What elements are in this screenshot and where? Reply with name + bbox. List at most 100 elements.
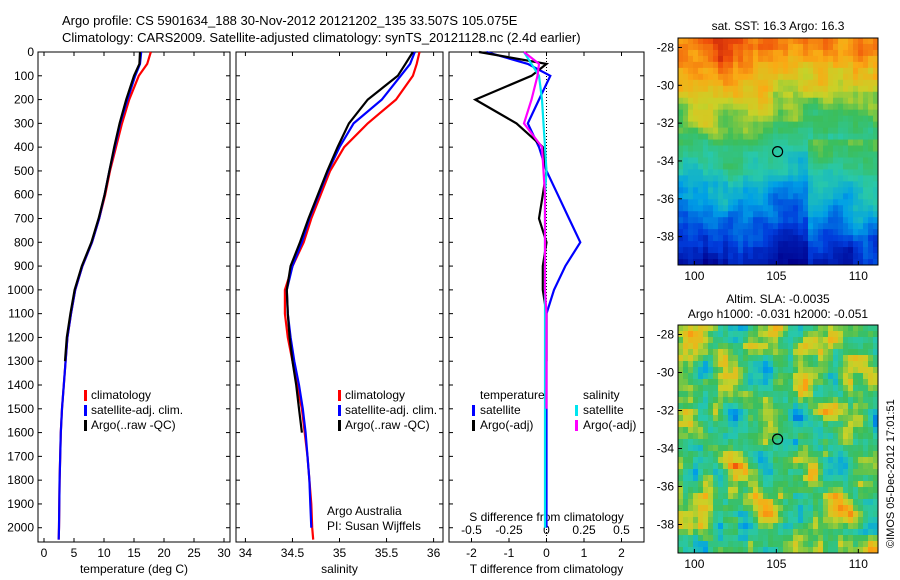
map-cell: [678, 109, 684, 117]
map-cell: [733, 157, 739, 164]
map-cell: [783, 145, 789, 152]
map-cell: [793, 139, 799, 146]
map-cell: [798, 163, 804, 170]
map-cell: [713, 211, 719, 218]
map-cell: [748, 379, 754, 386]
map-cell: [798, 457, 804, 464]
map-cell: [868, 157, 874, 164]
map-cell: [713, 469, 719, 476]
map-cell: [763, 499, 769, 506]
map-cell: [828, 529, 834, 536]
map-cell: [838, 493, 844, 500]
map-cell: [848, 529, 854, 536]
map-cell: [728, 163, 734, 170]
x-tick-label: 5: [71, 546, 78, 560]
map-cell: [843, 67, 849, 75]
map-cell: [843, 355, 849, 362]
map-cell: [793, 61, 799, 69]
map-cell: [823, 451, 829, 458]
map-cell: [738, 421, 744, 428]
map-cell: [678, 211, 684, 218]
map-cell: [708, 517, 714, 524]
map-cell: [778, 337, 784, 344]
map-cell: [698, 493, 704, 500]
map-cell: [778, 451, 784, 458]
map-cell: [788, 235, 794, 242]
map-cell: [713, 349, 719, 356]
map-cell: [828, 187, 834, 194]
map-cell: [868, 205, 874, 212]
map-cell: [733, 403, 739, 410]
series-line-argo-raw-qc-: [63, 51, 142, 362]
map-cell: [753, 187, 759, 194]
map-cell: [743, 493, 749, 500]
map-cell: [798, 325, 804, 332]
map-cell: [778, 145, 784, 152]
map-cell: [788, 79, 794, 87]
map-cell: [788, 355, 794, 362]
map-cell: [838, 79, 844, 87]
map-cell: [793, 49, 799, 57]
map-cell: [678, 55, 684, 63]
map-cell: [858, 385, 864, 392]
map-cell: [693, 529, 699, 536]
map-cell: [838, 103, 844, 111]
map-cell: [853, 79, 859, 87]
map-cell: [728, 469, 734, 476]
map-cell: [828, 223, 834, 230]
x-tick-label: 2: [618, 546, 625, 560]
map-cell: [858, 445, 864, 452]
map-cell: [733, 73, 739, 81]
map-cell: [853, 43, 859, 51]
depth-tick-label: 1500: [7, 402, 34, 416]
map-cell: [743, 373, 749, 380]
map-cell: [758, 49, 764, 57]
map-cell: [863, 169, 869, 176]
x-tick-label: 0: [543, 546, 550, 560]
map-cell: [793, 439, 799, 446]
map-cell: [703, 85, 709, 93]
map-cell: [708, 235, 714, 242]
map-cell: [708, 43, 714, 51]
map-cell: [803, 109, 809, 117]
map-cell: [863, 403, 869, 410]
map-cell: [843, 121, 849, 128]
map-cell: [848, 445, 854, 452]
map-cell: [783, 499, 789, 506]
map-cell: [858, 217, 864, 224]
map-cell: [823, 259, 829, 266]
map-cell: [818, 373, 824, 380]
map-cell: [818, 361, 824, 368]
map-cell: [718, 49, 724, 57]
map-cell: [798, 499, 804, 506]
map-cell: [753, 493, 759, 500]
map-cell: [793, 331, 799, 338]
map-cell: [688, 181, 694, 188]
map-cell: [803, 331, 809, 338]
map-cell: [783, 379, 789, 386]
map-cell: [728, 223, 734, 230]
map-cell: [858, 67, 864, 75]
map-cell: [838, 415, 844, 422]
map-cell: [678, 463, 684, 470]
map-cell: [773, 38, 779, 45]
map-cell: [828, 493, 834, 500]
map-cell: [808, 373, 814, 380]
map-cell: [858, 487, 864, 494]
map-cell: [693, 343, 699, 350]
map-cell: [833, 103, 839, 111]
map-cell: [853, 433, 859, 440]
map-cell: [803, 403, 809, 410]
map-cell: [733, 385, 739, 392]
map-cell: [798, 409, 804, 416]
map-cell: [863, 415, 869, 422]
map-cell: [723, 493, 729, 500]
map-cell: [728, 445, 734, 452]
map-cell: [688, 61, 694, 69]
map-cell: [713, 91, 719, 99]
map-cell: [753, 547, 759, 554]
map-cell: [858, 139, 864, 146]
map-cell: [793, 193, 799, 200]
map-cell: [678, 181, 684, 188]
map-cell: [748, 373, 754, 380]
